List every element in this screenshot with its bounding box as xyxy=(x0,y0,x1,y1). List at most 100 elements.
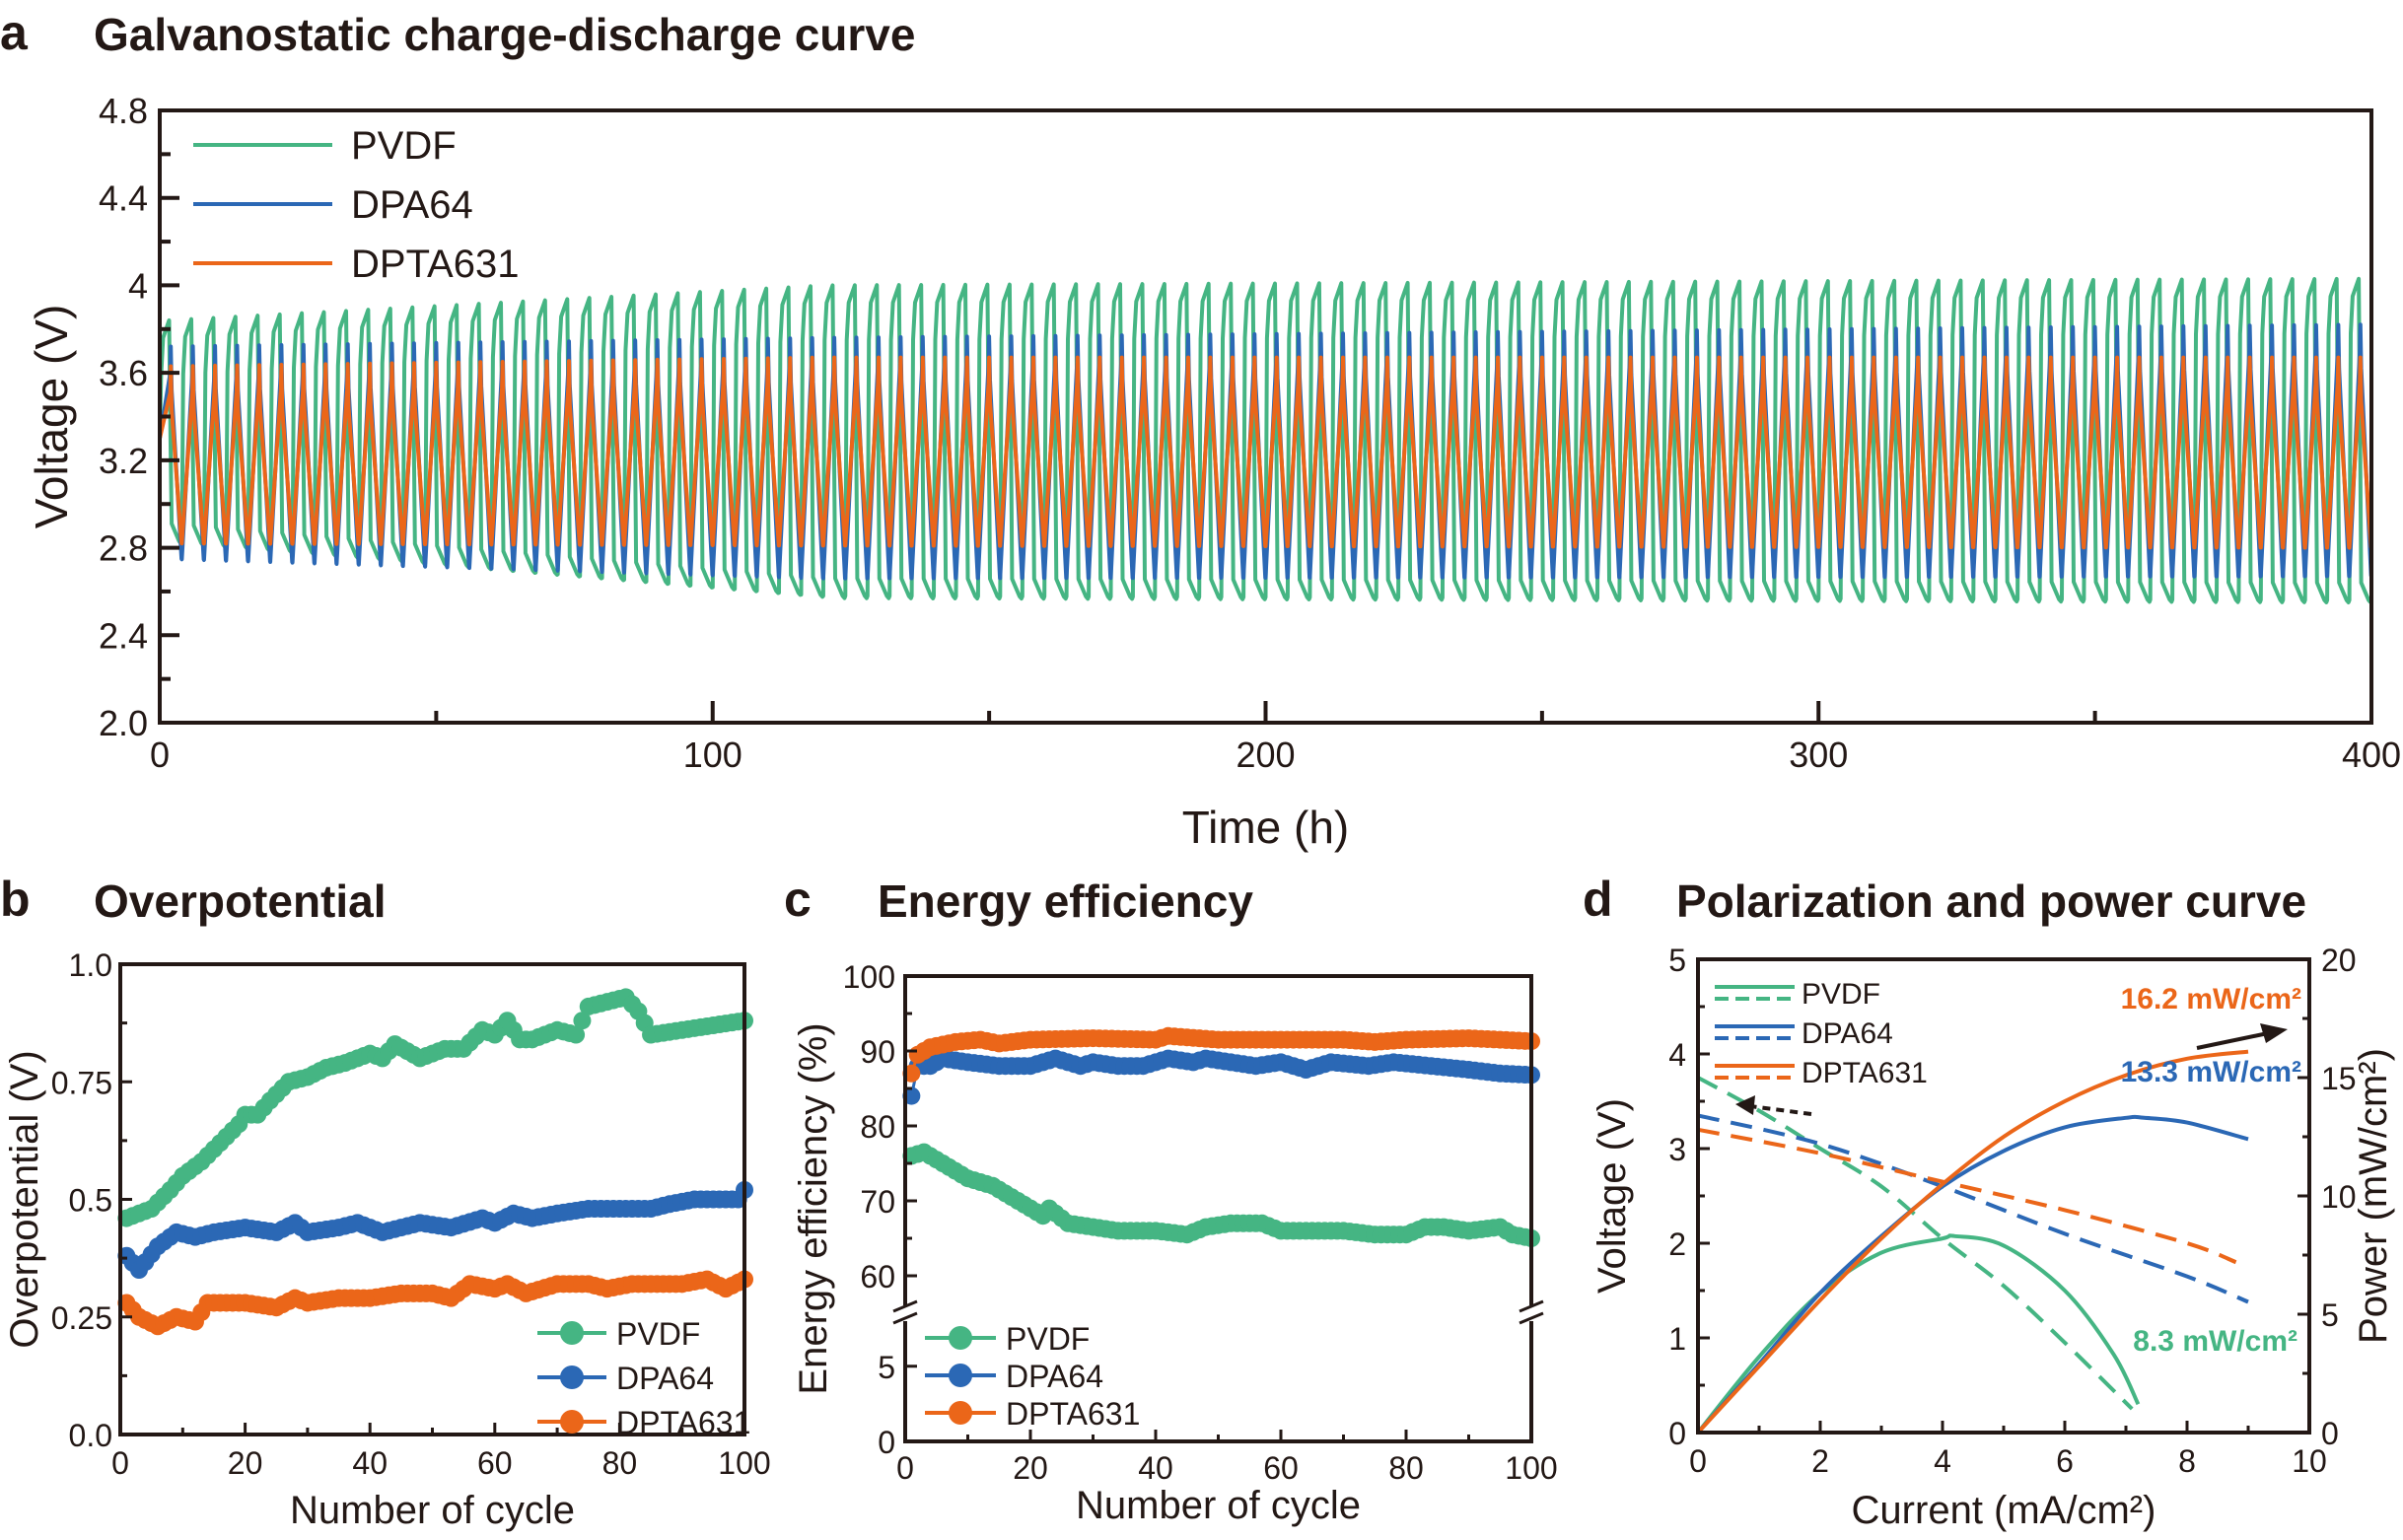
panel-c-title: Energy efficiency xyxy=(878,875,1253,927)
y-tick-label: 60 xyxy=(860,1259,895,1295)
y-tick-label-right: 0 xyxy=(2321,1416,2339,1451)
y-tick-label: 2.4 xyxy=(99,615,148,656)
y-axis-title-right: Power (mW/cm²) xyxy=(2352,1048,2395,1344)
series-line-dpta631 xyxy=(158,355,2373,550)
legend-marker-dpta631 xyxy=(560,1410,584,1434)
y-tick-label-left: 4 xyxy=(1668,1037,1686,1073)
y-tick-label: 3.6 xyxy=(99,353,148,393)
series-pvdf-voltage xyxy=(1697,1076,2134,1411)
legend-label: PVDF xyxy=(1006,1321,1090,1357)
y-tick-label: 2.8 xyxy=(99,528,148,569)
y-tick-label-left: 0 xyxy=(1668,1416,1686,1451)
panel-a-title: Galvanostatic charge-discharge curve xyxy=(94,9,916,60)
y-tick-label: 70 xyxy=(860,1184,895,1220)
arrow-voltage-axis xyxy=(1749,1104,1812,1116)
legend-label: PVDF xyxy=(616,1316,700,1352)
x-tick-label: 0 xyxy=(111,1445,129,1481)
x-tick-label: 10 xyxy=(2292,1443,2327,1479)
y-axis-title: Energy efficiency (%) xyxy=(792,1022,835,1394)
x-tick-label: 60 xyxy=(477,1445,513,1481)
legend-label: DPA64 xyxy=(616,1361,714,1396)
panel-d-title: Polarization and power curve xyxy=(1676,875,2307,927)
x-tick-label: 80 xyxy=(602,1445,638,1481)
panel-b-letter: b xyxy=(0,872,31,927)
y-tick-label: 3.2 xyxy=(99,441,148,481)
x-axis-title: Number of cycle xyxy=(290,1489,575,1532)
x-tick-label: 8 xyxy=(2178,1443,2196,1479)
series-pvdf-point xyxy=(573,1012,592,1030)
y-tick-label: 80 xyxy=(860,1109,895,1145)
x-tick-label: 4 xyxy=(1934,1443,1951,1479)
x-tick-label: 0 xyxy=(896,1450,914,1486)
legend-label: DPTA631 xyxy=(1802,1057,1928,1089)
arrow-power-axis xyxy=(2196,1031,2269,1050)
legend-label: DPTA631 xyxy=(351,243,519,286)
x-tick-label: 100 xyxy=(1505,1450,1557,1486)
series-dpa64-power xyxy=(1696,1114,2249,1435)
y-tick-label-left: 1 xyxy=(1668,1321,1686,1357)
legend-marker-pvdf xyxy=(560,1321,584,1345)
series-dpa64-voltage xyxy=(1697,1113,2249,1304)
y-tick-label: 4 xyxy=(128,265,148,306)
y-tick-label: 5 xyxy=(878,1350,895,1385)
x-tick-label: 40 xyxy=(352,1445,388,1481)
x-tick-label: 60 xyxy=(1263,1450,1299,1486)
y-axis-title: Overpotential (V) xyxy=(3,1050,46,1348)
y-tick-label: 0.5 xyxy=(69,1183,112,1219)
legend-marker-pvdf xyxy=(949,1326,972,1350)
y-tick-label-right: 5 xyxy=(2321,1297,2339,1333)
legend-label: DPTA631 xyxy=(616,1405,750,1440)
legend-marker-dpta631 xyxy=(949,1401,972,1425)
legend-label: DPA64 xyxy=(1802,1017,1893,1050)
x-tick-label: 100 xyxy=(683,735,742,775)
x-tick-label: 400 xyxy=(2342,735,2401,775)
panel-b-title: Overpotential xyxy=(94,875,387,927)
legend-label: PVDF xyxy=(351,124,457,168)
y-tick-label: 4.8 xyxy=(99,91,148,131)
y-axis-title-left: Voltage (V) xyxy=(1590,1098,1634,1294)
y-tick-label-right: 20 xyxy=(2321,943,2357,978)
axis-break-mark xyxy=(1519,1311,1544,1325)
panel-c-letter: c xyxy=(784,872,812,927)
y-tick-label: 1.0 xyxy=(69,947,112,983)
y-tick-label-right: 10 xyxy=(2321,1179,2357,1215)
panel-d-letter: d xyxy=(1583,872,1613,927)
x-tick-label: 0 xyxy=(1689,1443,1707,1479)
axis-break-mark xyxy=(892,1311,918,1325)
x-tick-label: 300 xyxy=(1789,735,1848,775)
y-tick-label: 0.25 xyxy=(51,1300,112,1336)
y-tick-label: 0.0 xyxy=(69,1418,112,1453)
legend-label: DPA64 xyxy=(351,183,473,227)
x-tick-label: 100 xyxy=(718,1445,770,1481)
x-tick-label: 6 xyxy=(2056,1443,2074,1479)
x-tick-label: 80 xyxy=(1388,1450,1424,1486)
series-pvdf-power xyxy=(1696,1233,2141,1435)
y-tick-label: 0 xyxy=(878,1425,895,1460)
x-axis-title: Current (mA/cm²) xyxy=(1852,1489,2156,1532)
y-tick-label-left: 3 xyxy=(1668,1132,1686,1167)
series-dpta631-power xyxy=(1696,1049,2249,1435)
x-tick-label: 2 xyxy=(1811,1443,1829,1479)
axis-break-mark xyxy=(1519,1299,1544,1313)
series-pvdf-point xyxy=(567,1025,586,1044)
y-tick-label: 4.4 xyxy=(99,178,148,219)
x-tick-label: 20 xyxy=(1013,1450,1048,1486)
x-tick-label: 40 xyxy=(1138,1450,1173,1486)
series-line-pvdf xyxy=(158,276,2372,604)
x-axis-title: Number of cycle xyxy=(1076,1484,1361,1527)
legend-label: DPTA631 xyxy=(1006,1396,1140,1432)
y-tick-label: 100 xyxy=(843,959,895,995)
arrow-power-axis-head xyxy=(2260,1023,2288,1043)
x-tick-label: 200 xyxy=(1236,735,1295,775)
annotation-peak-power: 8.3 mW/cm² xyxy=(2133,1325,2297,1358)
annotation-peak-power: 13.3 mW/cm² xyxy=(2121,1056,2301,1088)
y-tick-label: 2.0 xyxy=(99,703,148,743)
y-axis-title: Voltage (V) xyxy=(26,305,77,529)
y-tick-label-left: 2 xyxy=(1668,1226,1686,1262)
legend-marker-dpa64 xyxy=(949,1364,972,1387)
y-tick-label: 0.75 xyxy=(51,1065,112,1100)
y-tick-label-right: 15 xyxy=(2321,1061,2357,1096)
arrow-voltage-axis-head xyxy=(1735,1095,1755,1115)
x-axis-title: Time (h) xyxy=(1182,802,1350,853)
